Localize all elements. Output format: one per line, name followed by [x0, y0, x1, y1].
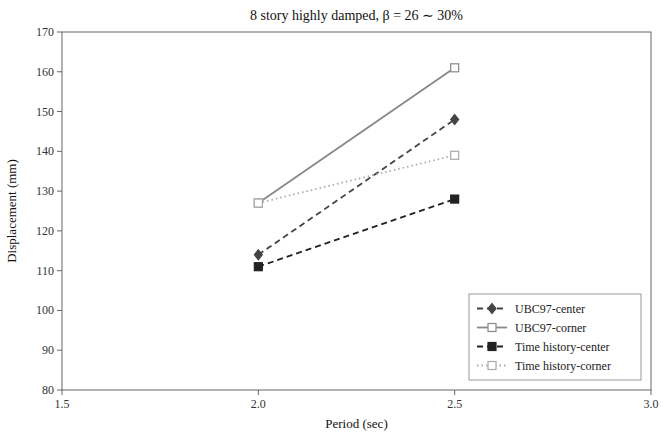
- y-tick: [57, 230, 62, 231]
- y-tick: [57, 71, 62, 72]
- legend-marker: [488, 343, 496, 351]
- x-tick: [454, 390, 455, 395]
- series-line: [258, 155, 454, 203]
- legend-marker: [488, 304, 496, 314]
- y-tick: [57, 151, 62, 152]
- y-tick: [57, 191, 62, 192]
- legend-label: Time history-center: [515, 340, 610, 354]
- point: [451, 64, 459, 72]
- x-tick: [62, 390, 63, 395]
- y-tick-label: 160: [36, 65, 54, 79]
- y-tick: [57, 310, 62, 311]
- y-tick: [57, 390, 62, 391]
- series-line: [258, 199, 454, 267]
- point: [254, 199, 262, 207]
- legend-marker: [488, 362, 496, 370]
- point: [451, 151, 459, 159]
- y-tick: [57, 270, 62, 271]
- y-tick-label: 150: [36, 105, 54, 119]
- series-line: [258, 120, 454, 255]
- y-tick-label: 80: [42, 383, 54, 397]
- y-axis-label: Displacement (mm): [4, 159, 19, 263]
- legend-label: UBC97-center: [515, 302, 585, 316]
- series-line: [258, 68, 454, 203]
- plot-frame: [62, 32, 651, 390]
- y-tick-label: 130: [36, 184, 54, 198]
- y-tick-label: 170: [36, 25, 54, 39]
- y-tick-label: 120: [36, 224, 54, 238]
- y-tick: [57, 111, 62, 112]
- title: 8 story highly damped, β = 26 ∼ 30%: [250, 8, 463, 23]
- x-axis-label: Period (sec): [325, 416, 387, 431]
- y-tick-label: 140: [36, 144, 54, 158]
- x-tick: [258, 390, 259, 395]
- point: [254, 250, 262, 260]
- legend-marker: [488, 324, 496, 332]
- plot-area: [254, 64, 458, 271]
- x-tick-label: 3.0: [644, 397, 659, 411]
- y-tick-label: 90: [42, 343, 54, 357]
- point: [254, 263, 262, 271]
- y-tick: [57, 350, 62, 351]
- x-tick-label: 1.5: [55, 397, 70, 411]
- legend: UBC97-center UBC97-corner Time history-cen…: [469, 294, 641, 380]
- y-tick-label: 100: [36, 303, 54, 317]
- y-tick: [57, 32, 62, 33]
- point: [451, 195, 459, 203]
- x-tick-label: 2.0: [251, 397, 266, 411]
- point: [451, 115, 459, 125]
- legend-box: [469, 294, 641, 380]
- y-tick-label: 110: [36, 264, 54, 278]
- legend-label: UBC97-corner: [515, 321, 586, 335]
- plot-background: [62, 32, 651, 390]
- x-tick: [651, 390, 652, 395]
- legend-label: Time history-corner: [515, 359, 611, 373]
- chart: 1.5 2.0 2.5 3.0 80 90 100 110 120 130 140 150 160 170…: [0, 0, 667, 438]
- point: [254, 199, 262, 207]
- x-tick-label: 2.5: [447, 397, 462, 411]
